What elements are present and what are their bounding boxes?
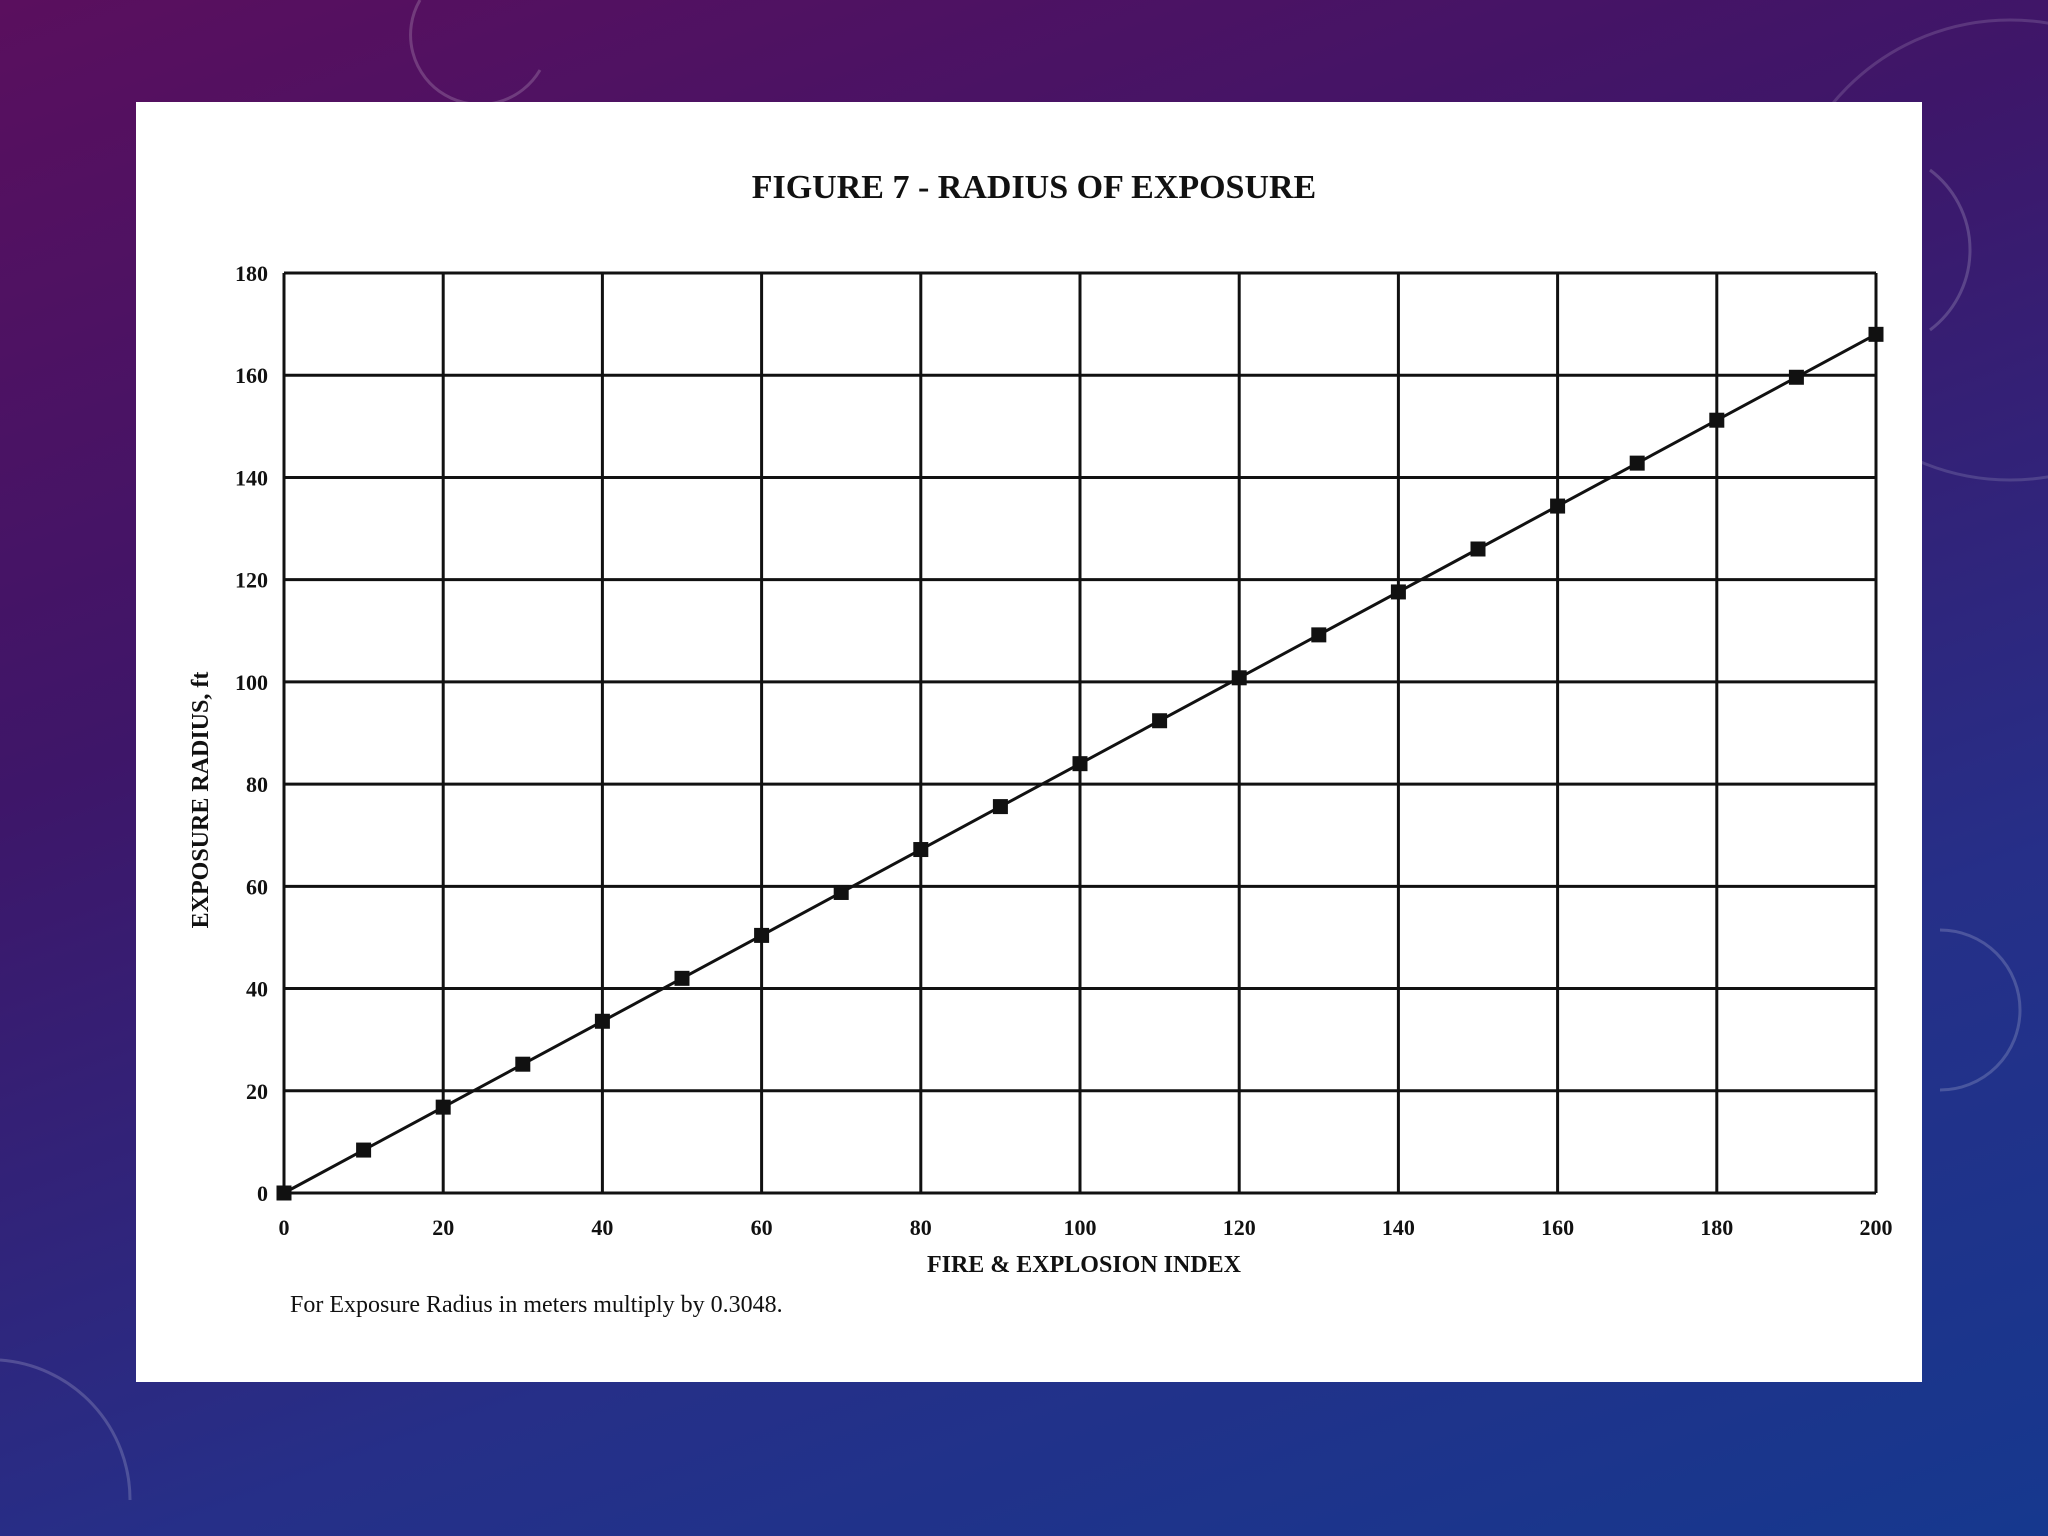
series [276, 326, 1884, 1201]
data-point-16 [1550, 498, 1566, 514]
x-tick-label-9: 180 [1700, 1215, 1733, 1240]
x-axis-label: FIRE & EXPLOSION INDEX [927, 1252, 1242, 1278]
data-point-0 [276, 1185, 292, 1201]
y-tick-label-0: 0 [257, 1181, 268, 1206]
chart: FIGURE 7 - RADIUS OF EXPOSURE 0 20 40 60 80 1… [188, 169, 1893, 1318]
data-point-19 [1788, 369, 1804, 385]
chart-panel: FIGURE 7 - RADIUS OF EXPOSURE 0 20 40 60 80 1… [136, 102, 1922, 1382]
x-tick-label-4: 80 [910, 1215, 932, 1240]
x-tick-label-6: 120 [1223, 1215, 1256, 1240]
x-tick-label-1: 20 [432, 1215, 454, 1240]
tick-labels: 0 20 40 60 80 100 120 140 160 180 200 0 20 40 60 80 100 1… [235, 261, 1893, 1240]
chart-title: FIGURE 7 - RADIUS OF EXPOSURE [752, 169, 1317, 206]
data-point-18 [1709, 412, 1725, 428]
decor-arc-right [1929, 168, 1972, 332]
data-point-15 [1470, 541, 1486, 557]
y-tick-label-4: 80 [246, 772, 268, 797]
data-point-4 [594, 1013, 610, 1029]
data-point-7 [833, 884, 849, 900]
data-point-13 [1311, 627, 1327, 643]
y-tick-label-3: 60 [246, 874, 268, 899]
x-tick-label-8: 160 [1541, 1215, 1574, 1240]
y-tick-label-2: 40 [246, 977, 268, 1002]
x-tick-label-5: 100 [1064, 1215, 1097, 1240]
footnote: For Exposure Radius in meters multiply b… [290, 1292, 783, 1318]
data-point-1 [356, 1142, 372, 1158]
decor-arc-top-left [409, 0, 542, 106]
x-tick-label-10: 200 [1860, 1215, 1893, 1240]
y-axis-label: EXPOSURE RADIUS, ft [188, 672, 214, 929]
data-point-2 [435, 1099, 451, 1115]
data-point-3 [515, 1056, 531, 1072]
data-point-5 [674, 970, 690, 986]
data-point-8 [913, 842, 929, 858]
y-tick-label-9: 180 [235, 261, 268, 286]
grid [282, 271, 1878, 1195]
x-tick-label-2: 40 [591, 1215, 613, 1240]
x-tick-label-0: 0 [279, 1215, 290, 1240]
data-point-6 [754, 927, 770, 943]
data-point-9 [992, 799, 1008, 815]
y-tick-label-8: 160 [235, 363, 268, 388]
y-tick-label-1: 20 [246, 1079, 268, 1104]
x-tick-label-7: 140 [1382, 1215, 1415, 1240]
y-tick-label-6: 120 [235, 568, 268, 593]
y-tick-label-7: 140 [235, 465, 268, 490]
decor-arc-bottom-left [0, 1358, 132, 1501]
data-point-14 [1390, 584, 1406, 600]
decor-arc-right-lower [1939, 928, 2022, 1092]
data-point-11 [1152, 713, 1168, 729]
data-point-10 [1072, 756, 1088, 772]
data-point-20 [1868, 326, 1884, 342]
y-tick-label-5: 100 [235, 670, 268, 695]
data-point-12 [1231, 670, 1247, 686]
data-point-17 [1629, 455, 1645, 471]
x-tick-label-3: 60 [751, 1215, 773, 1240]
